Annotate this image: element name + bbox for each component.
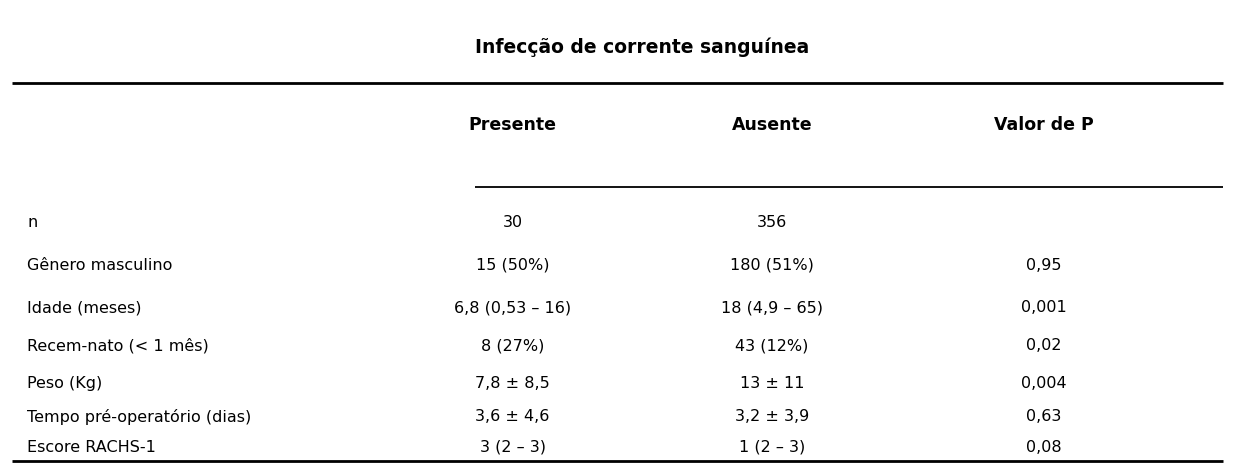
Text: 6,8 (0,53 – 16): 6,8 (0,53 – 16) [454,300,571,315]
Text: 0,95: 0,95 [1026,258,1061,273]
Text: Ausente: Ausente [731,116,813,134]
Text: n: n [27,215,37,230]
Text: 0,02: 0,02 [1026,338,1061,353]
Text: 7,8 ± 8,5: 7,8 ± 8,5 [475,376,550,391]
Text: 30: 30 [503,215,522,230]
Text: 356: 356 [757,215,787,230]
Text: Gênero masculino: Gênero masculino [27,258,173,273]
Text: 1 (2 – 3): 1 (2 – 3) [739,440,805,455]
Text: 13 ± 11: 13 ± 11 [740,376,804,391]
Text: 0,08: 0,08 [1026,440,1061,455]
Text: 15 (50%): 15 (50%) [475,258,550,273]
Text: Tempo pré-operatório (dias): Tempo pré-operatório (dias) [27,409,252,425]
Text: 0,001: 0,001 [1020,300,1067,315]
Text: Presente: Presente [468,116,557,134]
Text: Recem-nato (< 1 mês): Recem-nato (< 1 mês) [27,338,209,354]
Text: 0,004: 0,004 [1021,376,1066,391]
Text: 3,2 ± 3,9: 3,2 ± 3,9 [735,409,809,424]
Text: Escore RACHS-1: Escore RACHS-1 [27,440,156,455]
Text: 0,63: 0,63 [1026,409,1061,424]
Text: 3 (2 – 3): 3 (2 – 3) [479,440,546,455]
Text: Idade (meses): Idade (meses) [27,300,142,315]
Text: Infecção de corrente sanguínea: Infecção de corrente sanguínea [475,38,809,57]
Text: Valor de P: Valor de P [994,116,1093,134]
Text: 18 (4,9 – 65): 18 (4,9 – 65) [721,300,823,315]
Text: 3,6 ± 4,6: 3,6 ± 4,6 [475,409,550,424]
Text: 8 (27%): 8 (27%) [480,338,545,353]
Text: 43 (12%): 43 (12%) [735,338,809,353]
Text: 180 (51%): 180 (51%) [730,258,814,273]
Text: Peso (Kg): Peso (Kg) [27,376,103,391]
